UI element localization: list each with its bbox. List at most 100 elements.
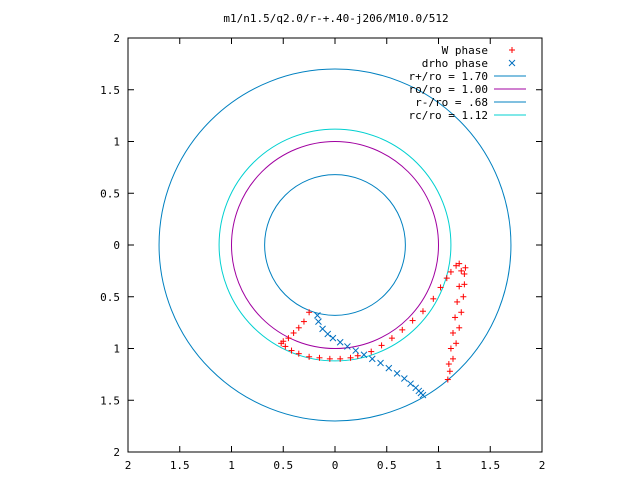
w-phase-point [295, 324, 302, 331]
w-phase-point [446, 368, 453, 375]
w-phase-point [461, 281, 468, 288]
w-phase-point [453, 340, 460, 347]
circle-1.7 [158, 68, 512, 422]
legend-label: rc/ro = 1.12 [409, 109, 488, 122]
w-phase-point [453, 262, 460, 269]
w-phase-point [300, 318, 307, 325]
w-phase-point [388, 335, 395, 342]
marker-stroke [329, 334, 337, 342]
y-tick-label: 2 [113, 446, 120, 459]
w-phase-point [461, 270, 468, 277]
marker-stroke [385, 364, 393, 372]
w-phase-point [460, 293, 467, 300]
y-tick-label: 1.5 [100, 394, 120, 407]
w-phase-point [290, 329, 297, 336]
drho-phase-point [419, 391, 427, 399]
marker-stroke [368, 355, 376, 363]
w-phase-point [326, 355, 333, 362]
drho-phase-point [344, 343, 351, 350]
legend-label: r-/ro = .68 [415, 96, 488, 109]
w-phase-point [306, 353, 313, 360]
marker-stroke [393, 369, 401, 377]
marker-stroke [315, 318, 322, 325]
y-tick-label: 0 [113, 239, 120, 252]
w-phase-point [419, 308, 426, 315]
marker-stroke [377, 359, 384, 367]
w-phase-point [445, 361, 452, 368]
drho-phase-point [319, 325, 326, 333]
w-phase-point [409, 317, 416, 324]
legend-label: W phase [442, 44, 488, 57]
drho-phase-point [377, 359, 384, 367]
w-phase-point [509, 47, 515, 53]
w-phase-point [458, 309, 465, 316]
y-tick-label: 1 [113, 136, 120, 149]
drho-phase-point [393, 369, 401, 377]
marker-stroke [407, 380, 414, 388]
w-phase-point [437, 284, 444, 291]
w-phase-point [458, 267, 465, 274]
w-phase-point [347, 354, 354, 361]
legend-label: r+/ro = 1.70 [409, 70, 488, 83]
drho-phase-point [400, 375, 408, 382]
x-tick-label: 0.5 [273, 459, 293, 472]
chart-title: m1/n1.5/q2.0/r-+.40-j206/M10.0/512 [223, 12, 448, 25]
y-tick-label: 2 [113, 32, 120, 45]
marker-stroke [344, 343, 351, 350]
drho-phase-point [385, 364, 393, 372]
w-phase-point [456, 260, 463, 267]
legend-label: drho phase [422, 57, 488, 70]
y-tick-label: 1 [113, 343, 120, 356]
w-phase-point [285, 335, 292, 342]
axis-ticks: 2 1.5 1 0.5 0 0.5 1 1.5 221.510.500.511.52 [100, 32, 545, 472]
marker-stroke [508, 59, 516, 67]
w-phase-point [288, 347, 295, 354]
drho-phase-point [352, 347, 360, 354]
marker-stroke [400, 375, 408, 382]
drho-phase-point [336, 338, 344, 346]
w-phase-point [337, 355, 344, 362]
drho-phase-point [407, 380, 414, 388]
w-phase-point [430, 295, 437, 302]
marker-stroke [419, 391, 427, 399]
w-phase-point [452, 314, 459, 321]
w-phase-point [306, 309, 313, 316]
marker-stroke [360, 351, 368, 359]
drho-phase-point [314, 312, 321, 319]
drho-phase-point [508, 59, 516, 67]
drho-phase-point [360, 351, 368, 359]
w-phase-point [316, 354, 323, 361]
marker-stroke [352, 347, 360, 354]
x-tick-label: 1 [228, 459, 235, 472]
x-tick-label: 1.5 [480, 459, 500, 472]
w-phase-point [447, 268, 454, 275]
marker-stroke [314, 312, 321, 319]
legend-label: ro/ro = 1.00 [409, 83, 488, 96]
marker-stroke [412, 384, 420, 392]
x-tick-label: 0.5 [377, 459, 397, 472]
marker-stroke [336, 338, 344, 346]
w-phase-point [378, 342, 385, 349]
y-tick-label: 0.5 [100, 291, 120, 304]
w-phase-point [462, 264, 469, 271]
circle-1 [231, 141, 439, 349]
y-tick-label: 1.5 [100, 84, 120, 97]
data-series [278, 260, 469, 399]
x-tick-label: 1.5 [170, 459, 190, 472]
drho-phase-point [315, 318, 322, 325]
reference-circles [158, 68, 512, 422]
w-phase-point [456, 283, 463, 290]
drho-phase-point [368, 355, 376, 363]
w-phase-point [456, 324, 463, 331]
x-tick-label: 2 [125, 459, 132, 472]
w-phase-point [354, 352, 361, 359]
w-phase-point [282, 343, 289, 350]
x-tick-label: 0 [332, 459, 339, 472]
w-phase-point [449, 329, 456, 336]
w-phase-point [399, 326, 406, 333]
x-tick-label: 2 [539, 459, 546, 472]
w-phase-point [454, 298, 461, 305]
w-phase-point [444, 376, 451, 383]
w-phase-point [295, 350, 302, 357]
